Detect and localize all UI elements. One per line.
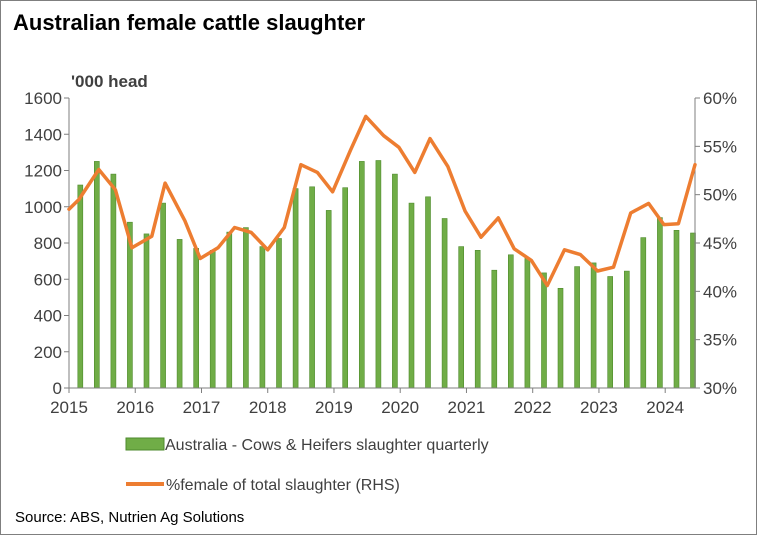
right-tick-label: 50% — [703, 186, 737, 205]
bar — [557, 287, 564, 389]
bar — [524, 258, 531, 389]
left-axis-ticks: 0 200 400 600 800 1000 1200 1400 1600 — [24, 89, 69, 398]
legend-label-bars: Australia - Cows & Heifers slaughter qua… — [165, 437, 489, 454]
left-tick-label: 1600 — [24, 89, 62, 108]
bar — [474, 250, 481, 389]
bar — [425, 196, 431, 389]
right-tick-label: 60% — [703, 89, 737, 108]
bar — [160, 202, 166, 389]
left-tick-label: 400 — [34, 307, 62, 326]
bar — [507, 254, 514, 389]
bar — [623, 270, 630, 389]
x-tick-label: 2017 — [183, 398, 221, 417]
x-tick-label: 2016 — [116, 398, 154, 417]
line-series — [67, 114, 697, 288]
legend-item-bars[interactable]: Australia - Cows & Heifers slaughter qua… — [125, 437, 489, 454]
legend-item-line[interactable]: %female of total slaughter (RHS) — [126, 477, 400, 494]
bar — [226, 231, 233, 389]
bar — [441, 218, 448, 389]
right-axis-ticks: 30% 35% 40% 45% 50% 55% 60% — [695, 89, 737, 398]
bar — [110, 173, 117, 389]
x-tick-label: 2020 — [381, 398, 419, 417]
bar — [342, 187, 349, 389]
bar — [77, 184, 84, 389]
bar — [325, 210, 332, 389]
bar — [607, 276, 614, 389]
x-tick-label: 2015 — [50, 398, 88, 417]
y-axis-unit-label: '000 head — [71, 72, 148, 91]
bar — [309, 186, 315, 389]
bar — [458, 246, 465, 389]
bar — [193, 248, 199, 389]
bar — [276, 238, 282, 389]
bar — [408, 202, 415, 389]
left-tick-label: 1000 — [24, 198, 62, 217]
chart-title: Australian female cattle slaughter — [13, 10, 366, 35]
bar — [209, 250, 216, 389]
x-tick-label: 2019 — [315, 398, 353, 417]
bar — [292, 188, 299, 389]
right-tick-label: 40% — [703, 282, 737, 301]
left-tick-label: 1200 — [24, 162, 62, 181]
legend-label-line: %female of total slaughter (RHS) — [166, 477, 400, 494]
bar — [491, 269, 498, 389]
bar — [541, 272, 547, 389]
bar — [657, 217, 663, 389]
x-axis-ticks: 2015 2016 2017 2018 2019 2020 2021 2022 2023 2024 — [50, 388, 684, 417]
bar — [243, 227, 249, 389]
bar — [94, 161, 100, 389]
right-tick-label: 45% — [703, 234, 737, 253]
x-tick-label: 2021 — [448, 398, 486, 417]
legend: Australia - Cows & Heifers slaughter qua… — [125, 437, 489, 494]
line-series-path — [67, 114, 697, 288]
left-tick-label: 1400 — [24, 125, 62, 144]
bar — [640, 237, 647, 389]
bar — [358, 161, 365, 389]
right-tick-label: 30% — [703, 379, 737, 398]
bar — [143, 233, 150, 389]
left-tick-label: 0 — [53, 379, 62, 398]
right-tick-label: 35% — [703, 331, 737, 350]
left-tick-label: 200 — [34, 343, 62, 362]
source-note: Source: ABS, Nutrien Ag Solutions — [15, 509, 244, 526]
bar — [392, 173, 398, 389]
left-tick-label: 800 — [34, 234, 62, 253]
right-tick-label: 55% — [703, 137, 737, 156]
bar — [176, 239, 183, 389]
x-tick-label: 2024 — [646, 398, 684, 417]
x-tick-label: 2023 — [580, 398, 618, 417]
bar — [259, 246, 266, 389]
legend-swatch-bars — [125, 437, 165, 451]
bar — [673, 230, 680, 389]
bar — [574, 266, 580, 389]
bar — [590, 262, 597, 389]
bar — [375, 160, 382, 389]
x-tick-label: 2018 — [249, 398, 287, 417]
x-tick-label: 2022 — [514, 398, 552, 417]
left-tick-label: 600 — [34, 270, 62, 289]
